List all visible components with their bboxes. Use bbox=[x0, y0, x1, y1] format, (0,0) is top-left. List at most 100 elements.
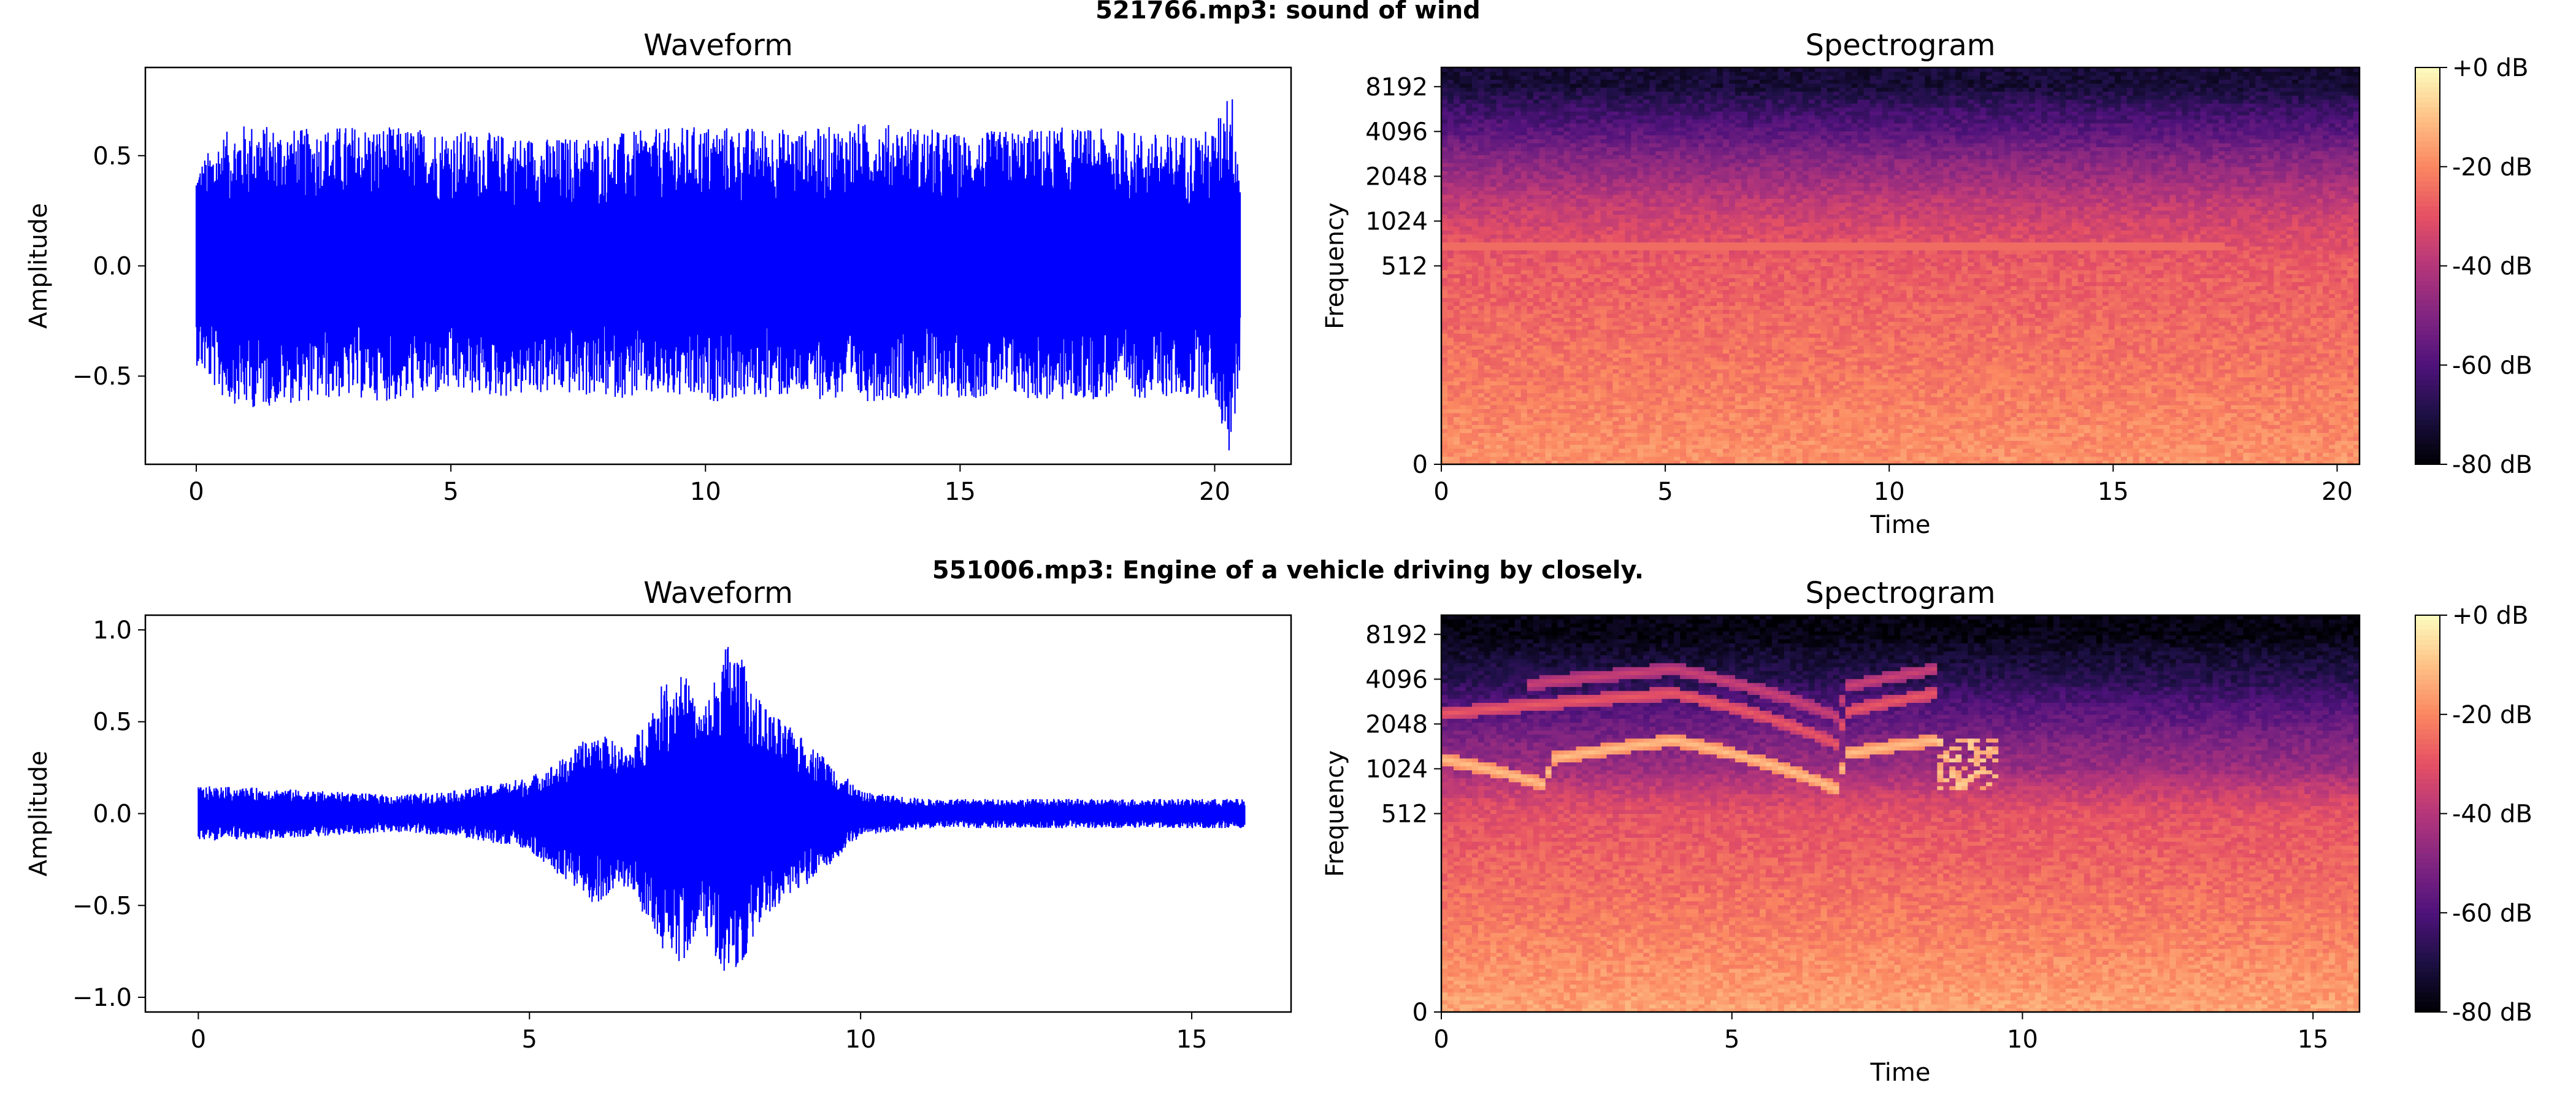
spectrogram-cell bbox=[1674, 381, 1681, 385]
spectrogram-cell bbox=[1655, 353, 1662, 358]
spectrogram-cell bbox=[1723, 199, 1730, 203]
spectrogram-cell bbox=[1484, 258, 1491, 263]
spectrogram-cell bbox=[1637, 222, 1644, 226]
spectrogram-cell bbox=[1490, 266, 1497, 270]
spectrogram-cell bbox=[1503, 175, 1509, 179]
spectrogram-cell bbox=[1649, 238, 1656, 242]
spectrogram-cell bbox=[1454, 365, 1460, 369]
spectrogram-cell bbox=[1625, 389, 1631, 393]
spectrogram-cell bbox=[1484, 365, 1491, 369]
spectrogram-cell bbox=[1521, 421, 1528, 425]
spectrogram-cell bbox=[1595, 246, 1601, 250]
spectrogram-cell bbox=[1668, 262, 1674, 266]
spectrogram-cell bbox=[1515, 135, 1522, 139]
spectrogram-cell bbox=[1527, 72, 1534, 76]
spectrogram-cell bbox=[1686, 107, 1693, 112]
spectrogram-cell bbox=[1454, 143, 1460, 147]
spectrogram-cell bbox=[1576, 242, 1583, 247]
spectrogram-cell bbox=[1662, 437, 1668, 441]
spectrogram-cell bbox=[1674, 143, 1681, 147]
spectrogram-cell bbox=[1643, 381, 1650, 385]
spectrogram-cell bbox=[1447, 282, 1454, 286]
spectrogram-cell bbox=[1607, 107, 1614, 112]
spectrogram-cell bbox=[1466, 357, 1473, 361]
spectrogram-cell bbox=[1558, 369, 1565, 374]
spectrogram-cell bbox=[1607, 175, 1614, 179]
spectrogram-cell bbox=[1729, 381, 1736, 385]
spectrogram-cell bbox=[1674, 286, 1681, 290]
spectrogram-cell bbox=[1601, 310, 1608, 314]
spectrogram-cell bbox=[1515, 191, 1522, 195]
spectrogram-cell bbox=[1625, 262, 1631, 266]
spectrogram-cell bbox=[1533, 282, 1540, 286]
spectrogram-cell bbox=[1515, 282, 1522, 286]
spectrogram-cell bbox=[1552, 242, 1558, 247]
spectrogram-cell bbox=[1552, 131, 1558, 136]
spectrogram-cell bbox=[1698, 297, 1705, 302]
spectrogram-cell bbox=[1711, 421, 1717, 425]
spectrogram-cell bbox=[1717, 83, 1723, 88]
spectrogram-cell bbox=[1692, 79, 1699, 83]
spectrogram-cell bbox=[1589, 234, 1595, 239]
spectrogram-cell bbox=[1472, 210, 1479, 215]
spectrogram-cell bbox=[1576, 250, 1583, 255]
spectrogram-cell bbox=[1674, 357, 1681, 361]
spectrogram-cell bbox=[1601, 175, 1608, 179]
spectrogram-cell bbox=[1521, 91, 1528, 96]
spectrogram-cell bbox=[1595, 337, 1601, 342]
spectrogram-cell bbox=[1503, 437, 1509, 441]
spectrogram-cell bbox=[1521, 115, 1528, 120]
spectrogram-cell bbox=[1637, 329, 1644, 334]
spectrogram-cell bbox=[1612, 365, 1619, 369]
spectrogram-cell bbox=[1668, 99, 1674, 104]
spectrogram-cell bbox=[1698, 258, 1705, 263]
spectrogram-cell bbox=[1643, 385, 1650, 389]
spectrogram-cell bbox=[1643, 206, 1650, 210]
spectrogram-cell bbox=[1570, 91, 1577, 96]
spectrogram-cell bbox=[1692, 127, 1699, 131]
spectrogram-cell bbox=[1497, 91, 1503, 96]
spectrogram-cell bbox=[1680, 175, 1687, 179]
spectrogram-cell bbox=[1607, 127, 1614, 131]
spectrogram-cell bbox=[1521, 111, 1528, 115]
spectrogram-cell bbox=[1741, 313, 1748, 318]
spectrogram-cell bbox=[1704, 453, 1711, 457]
spectrogram-cell bbox=[1674, 206, 1681, 210]
spectrogram-cell bbox=[1447, 445, 1454, 449]
spectrogram-cell bbox=[1472, 445, 1479, 449]
spectrogram-cell bbox=[1595, 155, 1601, 159]
spectrogram-cell bbox=[1619, 302, 1625, 306]
spectrogram-cell bbox=[1662, 294, 1668, 298]
spectrogram-cell bbox=[1643, 456, 1650, 461]
spectrogram-cell bbox=[1515, 437, 1522, 441]
spectrogram-cell bbox=[1589, 289, 1595, 294]
spectrogram-cell bbox=[1711, 389, 1717, 393]
spectrogram-cell bbox=[1539, 385, 1546, 389]
spectrogram-cell bbox=[1472, 282, 1479, 286]
spectrogram-cell bbox=[1595, 270, 1601, 274]
spectrogram-cell bbox=[1441, 437, 1448, 441]
spectrogram-cell bbox=[1637, 334, 1644, 338]
spectrogram-cell bbox=[1490, 310, 1497, 314]
spectrogram-cell bbox=[1717, 429, 1723, 433]
spectrogram-cell bbox=[1564, 234, 1571, 239]
spectrogram-cell bbox=[1655, 103, 1662, 107]
spectrogram-cell bbox=[1490, 262, 1497, 266]
spectrogram-cell bbox=[1674, 393, 1681, 397]
spectrogram-cell bbox=[1460, 246, 1466, 250]
spectrogram-cell bbox=[1643, 202, 1650, 207]
spectrogram-cell bbox=[1692, 202, 1699, 207]
spectrogram-cell bbox=[1668, 385, 1674, 389]
spectrogram-cell bbox=[1582, 226, 1589, 231]
spectrogram-cell bbox=[1649, 294, 1656, 298]
spectrogram-cell bbox=[1589, 254, 1595, 258]
spectrogram-cell bbox=[1454, 456, 1460, 461]
spectrogram-cell bbox=[1546, 349, 1552, 353]
spectrogram-cell bbox=[1717, 115, 1723, 120]
spectrogram-cell bbox=[1533, 191, 1540, 195]
spectrogram-cell bbox=[1631, 191, 1638, 195]
spectrogram-cell bbox=[1564, 456, 1571, 461]
spectrogram-cell bbox=[1441, 206, 1448, 210]
spectrogram-cell bbox=[1564, 206, 1571, 210]
spectrogram-cell bbox=[1717, 242, 1723, 247]
